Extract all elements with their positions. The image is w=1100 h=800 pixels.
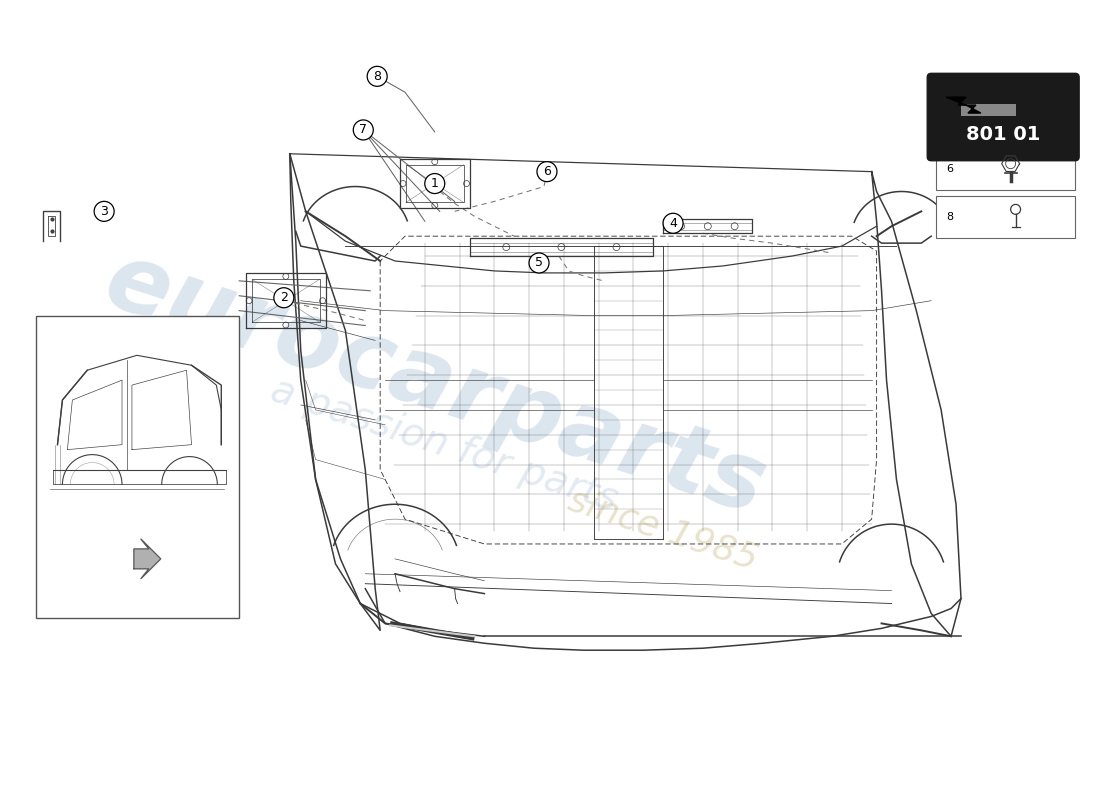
- Text: 5: 5: [535, 257, 543, 270]
- Text: 8: 8: [373, 70, 382, 83]
- FancyBboxPatch shape: [927, 74, 1079, 161]
- Text: 4: 4: [669, 217, 676, 230]
- Bar: [35, 316, 239, 618]
- Bar: [936, 197, 1075, 238]
- Text: 8: 8: [946, 212, 954, 222]
- Polygon shape: [946, 97, 981, 113]
- Text: 3: 3: [100, 205, 108, 218]
- Text: 6: 6: [543, 165, 551, 178]
- Text: 2: 2: [279, 291, 288, 304]
- Text: 7: 7: [360, 123, 367, 137]
- Text: eurocarparts: eurocarparts: [94, 235, 777, 535]
- Text: 1: 1: [431, 177, 439, 190]
- Text: a passion for parts: a passion for parts: [266, 370, 623, 518]
- Text: 801 01: 801 01: [966, 126, 1041, 144]
- Text: 6: 6: [946, 164, 953, 174]
- Text: since 1985: since 1985: [564, 482, 762, 576]
- Bar: [961, 104, 1015, 116]
- Polygon shape: [134, 539, 161, 578]
- Bar: [936, 148, 1075, 190]
